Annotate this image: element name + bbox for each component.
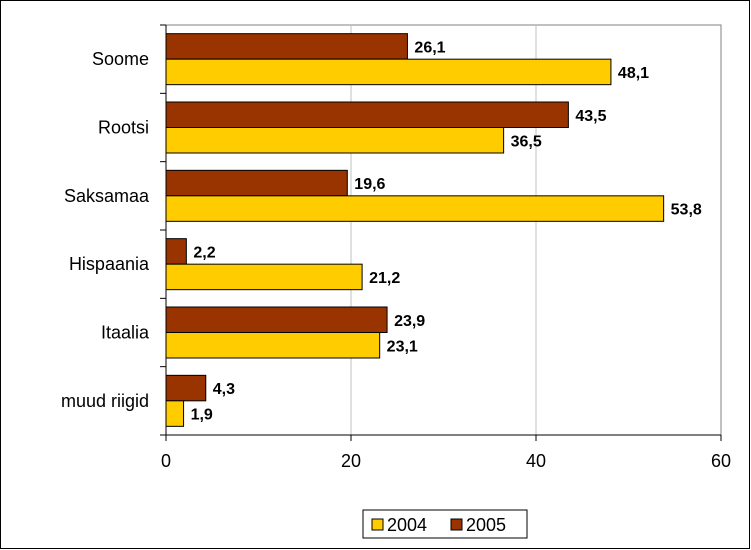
legend-box: [362, 509, 528, 539]
x-tick-label: 40: [526, 451, 546, 471]
category-label: Hispaania: [69, 254, 150, 274]
bar-2005: [165, 33, 408, 60]
data-label-2004: 1,9: [191, 407, 213, 424]
bar-2004: [165, 332, 381, 359]
bar-2004: [165, 58, 612, 86]
bar-2004: [165, 263, 363, 291]
data-label-2005: 26,1: [414, 39, 445, 56]
legend-entry-label: 2004: [387, 515, 427, 535]
legend-entry-label: 2005: [466, 515, 506, 535]
bar-2004: [165, 195, 665, 222]
bar-2005: [165, 306, 388, 333]
grid-lines: [160, 24, 722, 441]
bar-2005: [165, 169, 348, 197]
category-label: Rootsi: [98, 118, 149, 138]
data-label-2004: 53,8: [671, 202, 702, 219]
data-label-2004: 21,2: [369, 270, 400, 287]
legend: 2004 2005: [362, 509, 528, 539]
category-label: muud riigid: [61, 391, 149, 411]
bar-2004: [165, 400, 185, 427]
bar-2005: [165, 238, 187, 265]
x-tick-label: 0: [161, 451, 171, 471]
x-tick-label: 20: [341, 451, 361, 471]
bars: [165, 33, 665, 427]
data-label-2005: 43,5: [575, 108, 606, 125]
plot-area: [165, 24, 722, 436]
data-label-2005: 2,2: [193, 244, 215, 261]
data-label-2005: 19,6: [354, 176, 385, 193]
legend-swatch: [450, 518, 463, 531]
bar-2005: [165, 374, 207, 402]
bar-2004: [165, 127, 505, 154]
labels: 0 20 40 60 Soome 26,1 48,1 Rootsi 43,5 36,5 Saksam…: [61, 39, 731, 471]
category-label: Saksamaa: [64, 186, 150, 206]
data-label-2004: 36,5: [511, 133, 542, 150]
bar-2005: [165, 101, 569, 128]
data-label-2004: 48,1: [618, 65, 649, 82]
data-label-2005: 23,9: [394, 313, 425, 330]
x-tick-label: 60: [711, 451, 731, 471]
data-label-2005: 4,3: [213, 381, 235, 398]
data-label-2004: 23,1: [387, 338, 418, 355]
legend-swatch: [371, 518, 384, 531]
category-label: Soome: [92, 49, 149, 69]
category-label: Itaalia: [101, 323, 150, 343]
